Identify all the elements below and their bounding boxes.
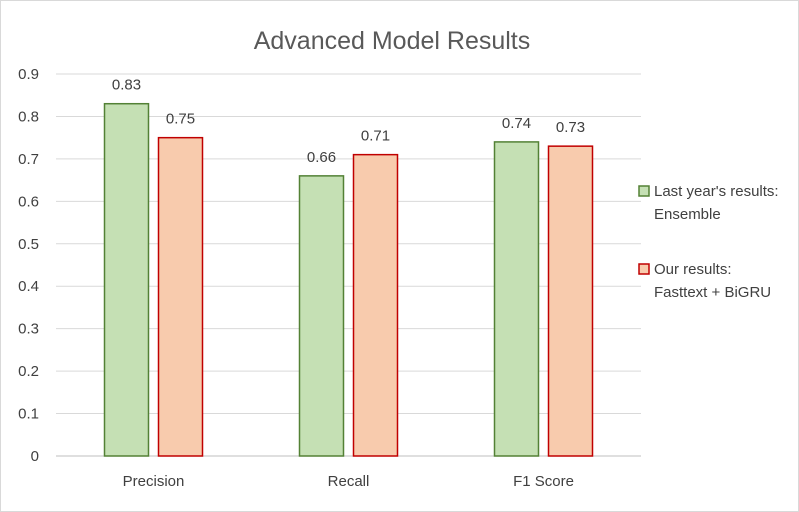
x-category-label: Recall <box>328 473 370 490</box>
y-tick-label: 0.2 <box>18 363 39 380</box>
legend-label-line: Last year's results: <box>654 183 779 200</box>
y-tick-label: 0.8 <box>18 108 39 125</box>
bar-value-label: 0.75 <box>166 111 195 128</box>
bar-value-label: 0.71 <box>361 128 390 145</box>
bar <box>493 141 540 457</box>
legend-label-line: Fasttext + BiGRU <box>654 284 771 301</box>
bar-value-label: 0.73 <box>556 119 585 136</box>
y-tick-label: 0.5 <box>18 236 39 253</box>
chart-title: Advanced Model Results <box>254 27 531 55</box>
y-tick-label: 0.3 <box>18 321 39 338</box>
bar <box>103 102 150 457</box>
data-labels: 0.83 0.75 0.66 0.71 0.74 0.73 <box>112 77 585 166</box>
y-tick-label: 0.6 <box>18 193 39 210</box>
x-axis-categories: Precision Recall F1 Score <box>123 473 574 490</box>
y-tick-label: 0.4 <box>18 278 39 295</box>
y-tick-label: 0 <box>31 448 39 465</box>
y-tick-label: 0.1 <box>18 406 39 423</box>
x-category-label: F1 Score <box>513 473 574 490</box>
bar <box>157 136 204 457</box>
x-category-label: Precision <box>123 473 185 490</box>
bar-value-label: 0.74 <box>502 115 531 132</box>
legend-label: Our results: Fasttext + BiGRU <box>654 261 771 301</box>
legend: Last year's results: Ensemble Our results:… <box>638 183 779 301</box>
bar-value-label: 0.83 <box>112 77 141 94</box>
y-tick-label: 0.9 <box>18 66 39 83</box>
gridlines <box>56 73 641 457</box>
legend-label-line: Our results: <box>654 261 732 278</box>
bars <box>103 102 594 457</box>
y-tick-label: 0.7 <box>18 151 39 168</box>
bar <box>352 153 399 457</box>
legend-label: Last year's results: Ensemble <box>654 183 779 223</box>
bar <box>298 175 345 457</box>
legend-swatch <box>638 263 650 275</box>
y-axis-ticks: 0 0.1 0.2 0.3 0.4 0.5 0.6 0.7 0.8 0.9 <box>18 66 39 465</box>
bar <box>547 145 594 457</box>
bar-value-label: 0.66 <box>307 149 336 166</box>
legend-swatch <box>638 185 650 197</box>
legend-label-line: Ensemble <box>654 206 721 223</box>
